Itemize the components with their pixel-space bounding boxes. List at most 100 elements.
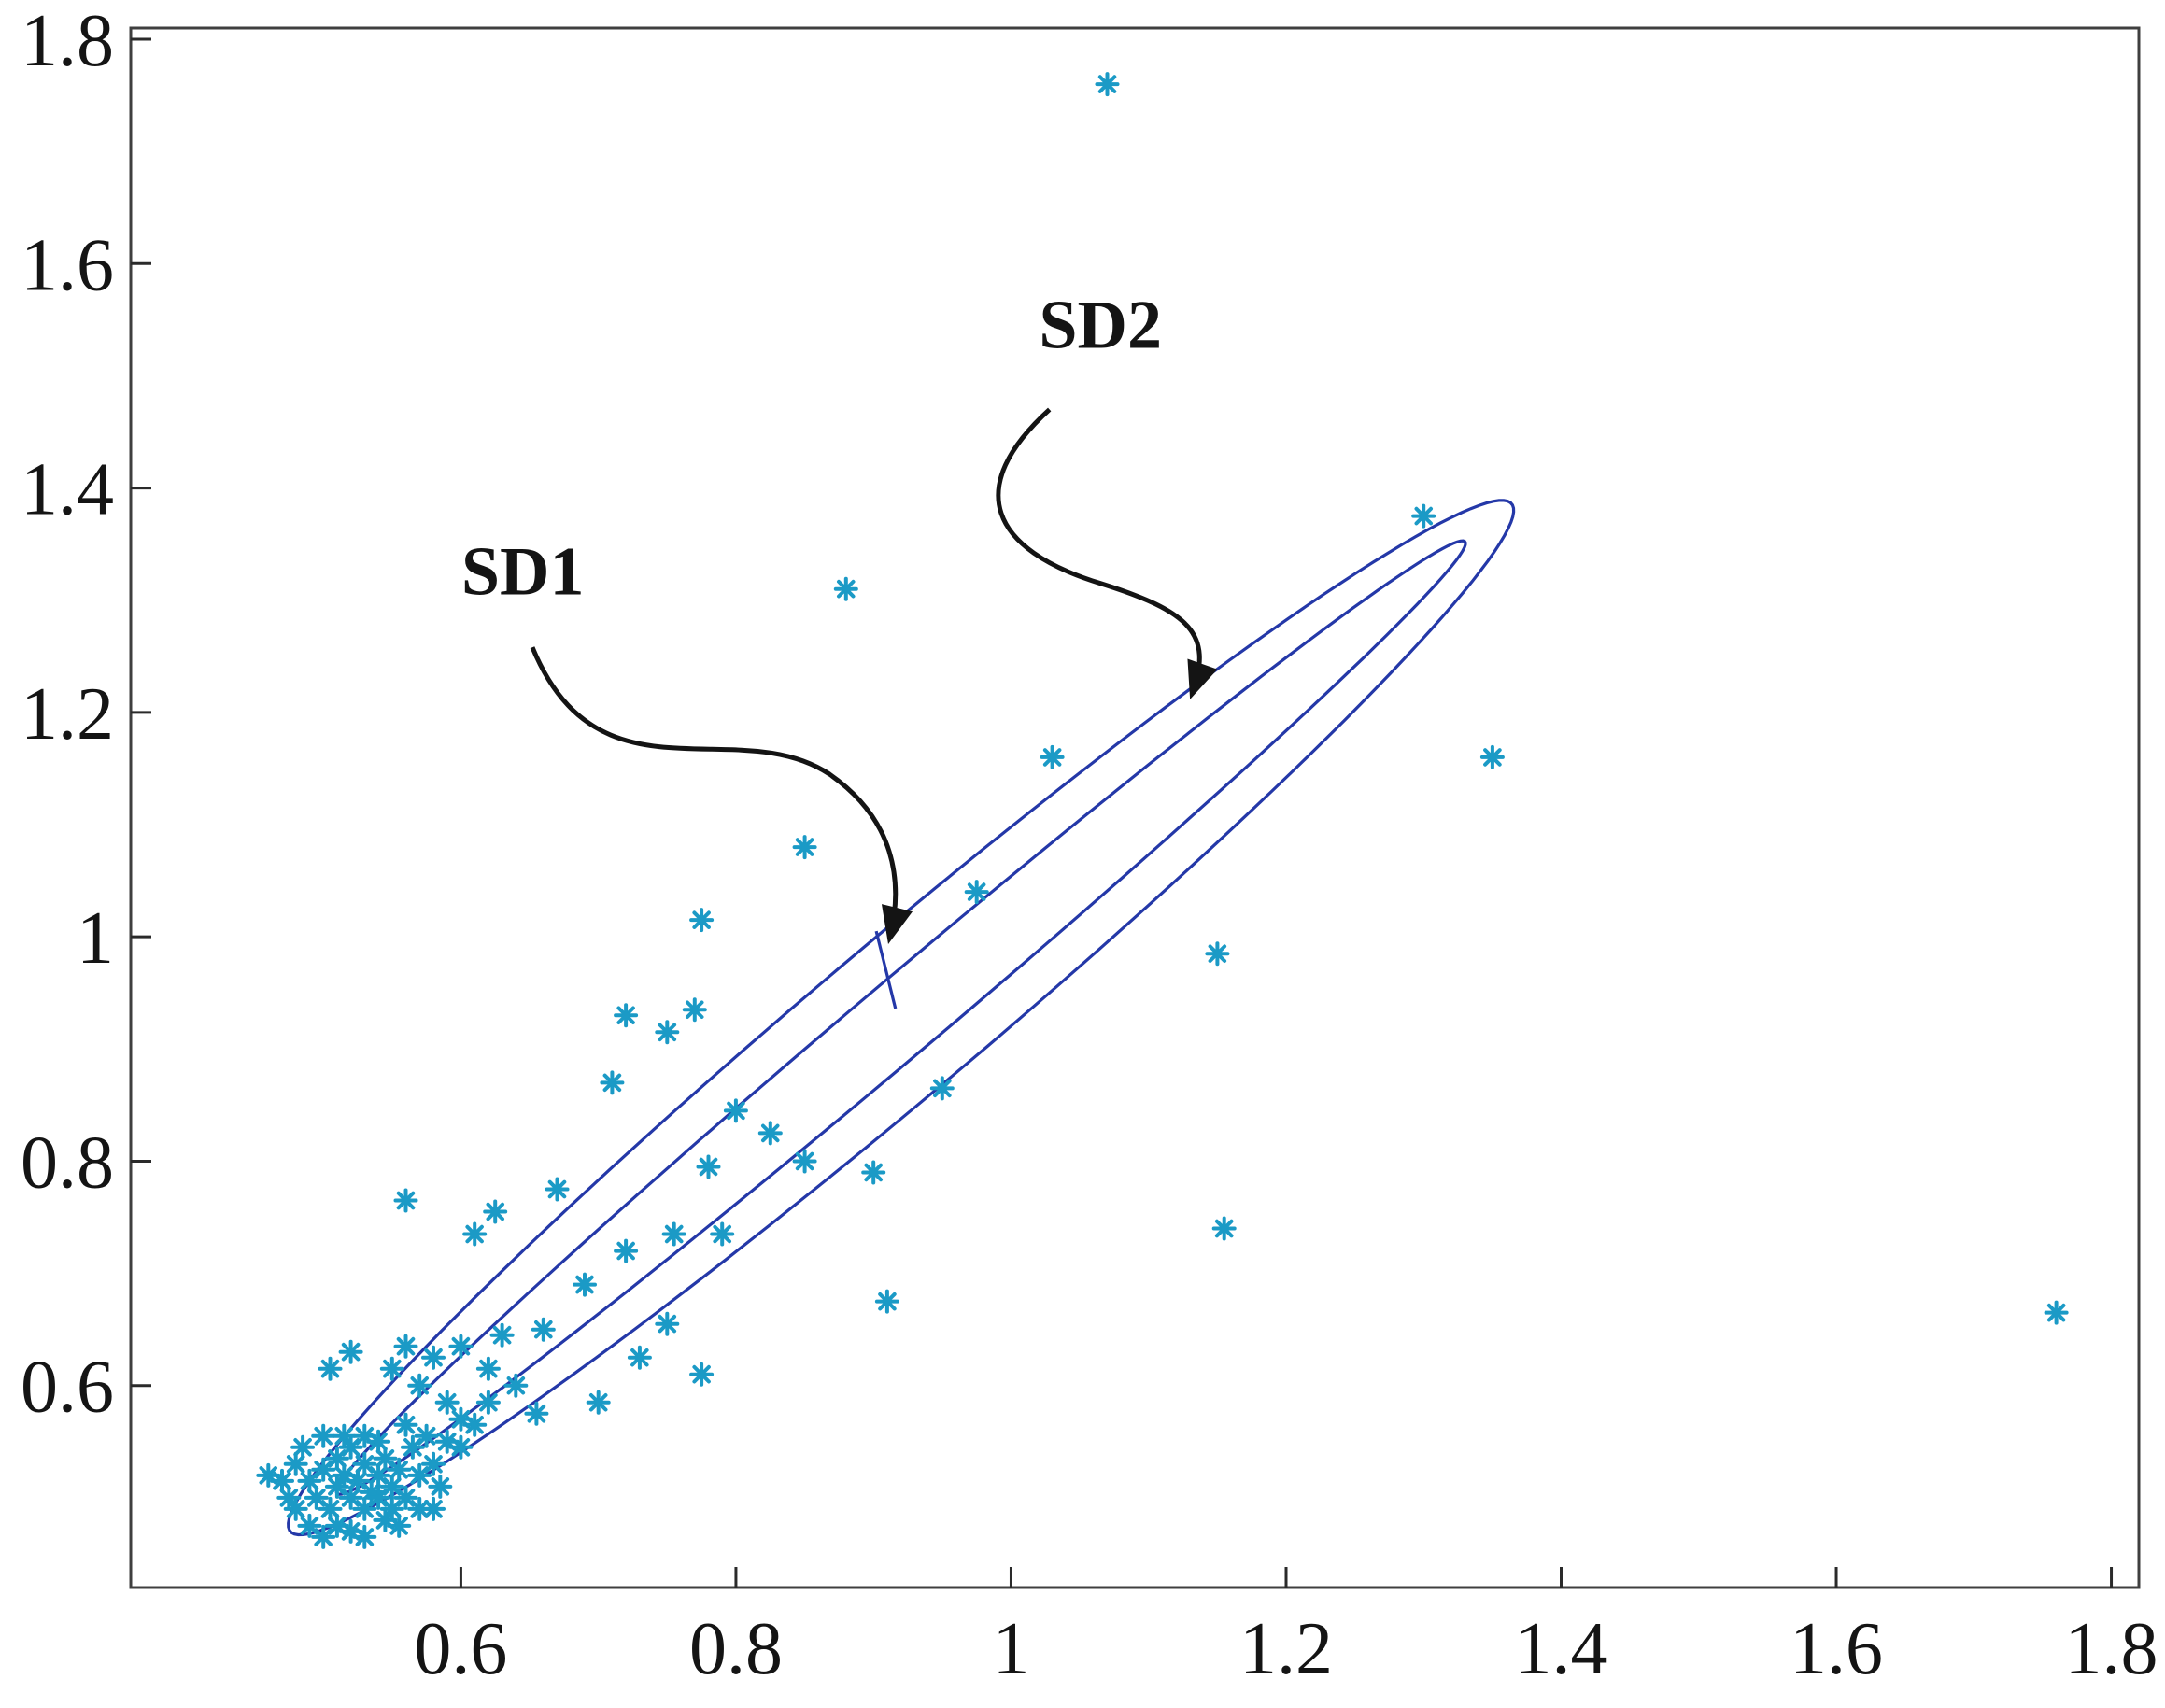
scatter-point xyxy=(318,1356,343,1381)
sd2-label: SD2 xyxy=(1039,287,1162,363)
scatter-point xyxy=(393,1188,418,1213)
scatter-point xyxy=(964,880,989,905)
scatter-point xyxy=(407,1373,432,1398)
y-axis: 0.6 0.8 1 1.2 1.4 1.6 1.8 xyxy=(21,0,151,1429)
y-tick-label: 1.8 xyxy=(21,0,114,82)
scatter-point xyxy=(366,1462,391,1488)
scatter-point xyxy=(655,1020,680,1045)
scatter-point xyxy=(524,1401,549,1426)
scatter-point xyxy=(421,1345,446,1370)
annotation-sd1: SD1 xyxy=(461,534,913,944)
scatter-point xyxy=(414,1423,439,1448)
sd2-arrow xyxy=(996,407,1218,699)
scatter-point xyxy=(311,1524,336,1549)
scatter-point xyxy=(366,1485,391,1510)
scatter-point xyxy=(792,1149,817,1174)
scatter-point xyxy=(1211,1216,1237,1241)
scatter-point xyxy=(1040,744,1065,769)
scatter-point xyxy=(929,1076,955,1101)
scatter-point xyxy=(1095,72,1120,97)
scatter-point xyxy=(696,1154,721,1179)
scatter-point xyxy=(428,1474,453,1499)
scatter-point xyxy=(627,1345,652,1370)
scatter-point xyxy=(600,1070,625,1095)
scatter-point xyxy=(489,1322,515,1348)
scatter-point xyxy=(332,1423,357,1448)
scatter-point xyxy=(689,1362,715,1387)
x-tick-label: 1.8 xyxy=(2065,1608,2158,1690)
scatter-point xyxy=(283,1496,308,1521)
scatter-point xyxy=(1479,744,1505,769)
x-tick-label: 1.6 xyxy=(1790,1608,1883,1690)
scatter-point xyxy=(475,1356,501,1381)
y-tick-label: 1.2 xyxy=(21,673,114,755)
sd2-ellipse xyxy=(287,499,1516,1537)
scatter-point xyxy=(861,1160,886,1185)
scatter-point xyxy=(462,1412,488,1437)
y-tick-label: 0.8 xyxy=(21,1122,114,1204)
scatter-point xyxy=(400,1434,425,1460)
x-tick-label: 0.8 xyxy=(689,1608,783,1690)
scatter-point xyxy=(757,1121,783,1146)
scatter-point xyxy=(290,1434,316,1460)
y-tick-label: 1.6 xyxy=(21,224,114,306)
scatter-point xyxy=(874,1289,899,1314)
sd1-label: SD1 xyxy=(461,534,585,611)
scatter-point xyxy=(373,1446,398,1471)
y-tick-label: 1.4 xyxy=(21,449,114,531)
scatter-point xyxy=(503,1373,529,1398)
scatter-point xyxy=(710,1221,735,1247)
scatter-point xyxy=(297,1468,322,1493)
scatter-point xyxy=(270,1468,294,1493)
scatter-point xyxy=(448,1334,474,1359)
plot-border xyxy=(129,26,2141,1589)
scatter-point xyxy=(682,997,707,1023)
scatter-point xyxy=(311,1423,336,1448)
scatter-point xyxy=(352,1451,377,1476)
scatter-point xyxy=(407,1462,432,1488)
scatter-point xyxy=(614,1238,639,1263)
scatter-point xyxy=(723,1098,748,1123)
scatter-point xyxy=(1411,503,1436,529)
scatter-point xyxy=(352,1496,377,1521)
x-tick-label: 1 xyxy=(992,1608,1029,1690)
scatter-point xyxy=(462,1221,488,1247)
scatter-point xyxy=(448,1434,474,1460)
scatter-point xyxy=(655,1311,680,1336)
scatter-point xyxy=(2044,1300,2069,1325)
sd1-arrow xyxy=(530,646,913,944)
scatter-point xyxy=(352,1423,377,1448)
scatter-point xyxy=(573,1272,597,1297)
scatter-point xyxy=(545,1177,570,1202)
scatter-point xyxy=(792,835,817,860)
scatter-point xyxy=(311,1457,336,1482)
scatter-point xyxy=(475,1390,501,1415)
ellipse-connector xyxy=(874,930,898,1009)
y-tick-label: 1 xyxy=(77,897,114,980)
scatter-point xyxy=(531,1317,556,1342)
scatter-point xyxy=(297,1513,322,1538)
scatter-point xyxy=(387,1513,412,1538)
scatter-point xyxy=(483,1199,508,1224)
sd1-ellipse xyxy=(334,539,1467,1496)
scatter-point xyxy=(338,1485,363,1510)
scatter-point xyxy=(421,1496,446,1521)
scatter-point xyxy=(379,1356,404,1381)
scatter-point xyxy=(393,1334,418,1359)
scatter-point xyxy=(338,1339,363,1364)
scatter-points xyxy=(256,72,2069,1549)
scatter-point xyxy=(318,1496,343,1521)
scatter-point xyxy=(586,1390,611,1415)
scatter-point xyxy=(352,1524,377,1549)
x-axis: 0.6 0.8 1 1.2 1.4 1.6 1.8 xyxy=(414,1567,2158,1690)
scatter-point xyxy=(614,1003,639,1028)
scatter-point xyxy=(1205,941,1230,967)
x-tick-label: 0.6 xyxy=(414,1608,507,1690)
x-tick-label: 1.2 xyxy=(1239,1608,1333,1690)
scatter-point xyxy=(393,1412,418,1437)
scatter-point xyxy=(393,1485,418,1510)
y-tick-label: 0.6 xyxy=(21,1347,114,1429)
scatter-point xyxy=(833,576,858,601)
